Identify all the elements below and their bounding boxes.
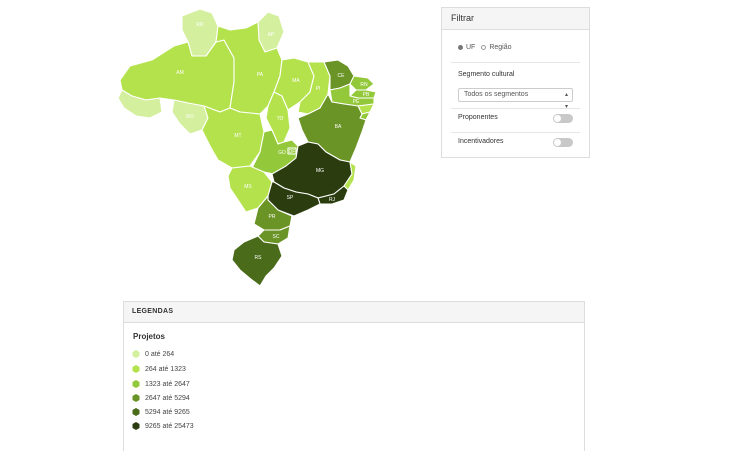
- incentivadores-label: Incentivadores: [458, 138, 504, 145]
- legend-item-label: 0 até 264: [145, 350, 175, 358]
- incentivadores-toggle[interactable]: [553, 138, 573, 147]
- legend-item: 264 até 1323: [132, 365, 186, 373]
- state-rs[interactable]: [231, 235, 283, 287]
- segment-label: Segmento cultural: [458, 71, 515, 78]
- divider: [451, 108, 580, 109]
- segment-select-value: Todos os segmentos: [464, 91, 529, 98]
- state-ac[interactable]: [117, 89, 163, 119]
- proponentes-toggle[interactable]: [553, 114, 573, 123]
- legend-item: 9265 até 25473: [132, 422, 194, 430]
- legend-item: 1323 até 2647: [132, 380, 190, 388]
- hexagon-swatch-icon: [132, 394, 140, 402]
- radio-uf[interactable]: [458, 45, 463, 50]
- divider: [451, 62, 580, 63]
- state-rj[interactable]: [317, 185, 349, 205]
- divider: [451, 132, 580, 133]
- toggle-knob: [554, 115, 561, 122]
- legend-item: 0 até 264: [132, 350, 174, 358]
- select-caret-icon: ▴ ▾: [564, 92, 568, 110]
- hexagon-swatch-icon: [132, 380, 140, 388]
- filter-title: Filtrar: [442, 8, 589, 30]
- state-rn[interactable]: [349, 75, 375, 91]
- filter-panel: Filtrar UF Região Segmento cultural Todo…: [441, 7, 590, 158]
- legend-item-label: 264 até 1323: [145, 365, 186, 373]
- hexagon-swatch-icon: [132, 365, 140, 373]
- legend-item-label: 9265 até 25473: [145, 422, 194, 430]
- hexagon-swatch-icon: [132, 350, 140, 358]
- proponentes-label: Proponentes: [458, 114, 498, 121]
- state-mt[interactable]: [201, 105, 265, 169]
- legend-item-label: 5294 até 9265: [145, 408, 190, 416]
- brazil-map-svg: RR AP AM PA RO MT TO MA PI CE RN PB PE B…: [117, 8, 377, 287]
- radio-regiao-label: Região: [489, 44, 512, 51]
- toggle-knob: [554, 139, 561, 146]
- grouping-radio-group: UF Região: [458, 44, 518, 51]
- hexagon-swatch-icon: [132, 422, 140, 430]
- radio-regiao[interactable]: [481, 45, 487, 50]
- radio-uf-label: UF: [466, 44, 476, 51]
- segment-select[interactable]: Todos os segmentos ▴ ▾: [458, 88, 573, 110]
- legend-item-label: 1323 até 2647: [145, 380, 190, 388]
- state-df[interactable]: [287, 147, 297, 155]
- legend-item: 5294 até 9265: [132, 408, 190, 416]
- legend-item-label: 2647 até 5294: [145, 394, 190, 402]
- legend-subtitle: Projetos: [133, 332, 166, 341]
- hexagon-swatch-icon: [132, 408, 140, 416]
- legend-panel: LEGENDAS Projetos 0 até 264 264 até 1323…: [123, 301, 585, 451]
- brazil-map: RR AP AM PA RO MT TO MA PI CE RN PB PE B…: [112, 4, 394, 292]
- legend-item: 2647 até 5294: [132, 394, 190, 402]
- legend-title: LEGENDAS: [124, 302, 584, 323]
- state-pr[interactable]: [253, 195, 293, 231]
